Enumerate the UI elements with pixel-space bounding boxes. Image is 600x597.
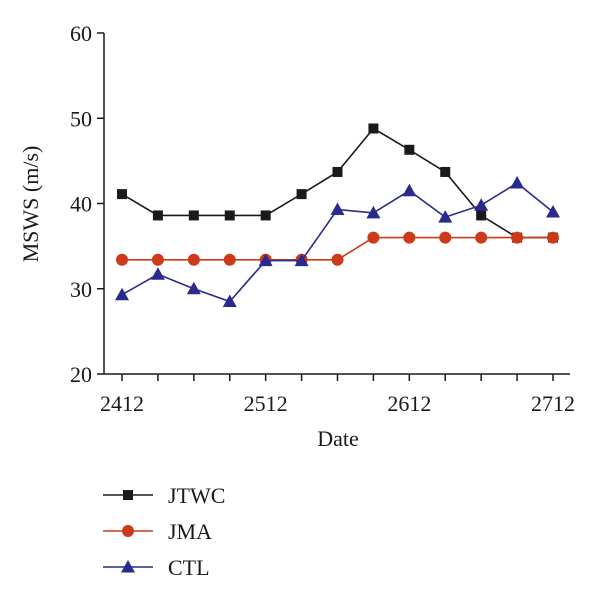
legend-item-jma: JMA (103, 519, 212, 544)
data-point-ctl (294, 253, 309, 267)
legend-marker-jtwc (123, 490, 133, 500)
series-ctl (115, 176, 560, 308)
data-point-jtwc (224, 210, 235, 221)
legend-marker-jma (122, 525, 134, 537)
x-tick-label: 2412 (100, 391, 144, 416)
data-point-ctl (150, 267, 165, 280)
data-point-jma (116, 253, 128, 266)
legend-label-jma: JMA (168, 519, 212, 544)
data-point-ctl (115, 287, 129, 301)
y-tick-label: 50 (70, 106, 92, 131)
y-axis-ticks: 20 30 40 50 60 (70, 21, 104, 387)
data-point-jtwc (332, 166, 343, 177)
y-tick-label: 20 (70, 362, 92, 387)
legend-item-jtwc: JTWC (103, 483, 225, 508)
legend-label-ctl: CTL (168, 555, 210, 580)
data-point-ctl (474, 198, 489, 211)
series-layer (115, 123, 560, 308)
data-point-jtwc (368, 123, 379, 134)
y-tick-label: 40 (70, 192, 92, 217)
data-point-jtwc (117, 189, 127, 200)
data-point-jma (439, 231, 452, 244)
y-axis-label: MSWS (m/s) (18, 146, 43, 263)
data-point-jma (403, 231, 416, 244)
data-point-ctl (222, 294, 237, 308)
series-jtwc (117, 123, 558, 243)
data-point-jma (151, 253, 164, 266)
data-point-jtwc (476, 210, 487, 221)
x-tick-label: 2712 (531, 391, 575, 416)
data-point-ctl (330, 202, 345, 215)
data-point-jma (511, 231, 524, 244)
data-point-jma (367, 231, 380, 244)
data-point-jtwc (440, 166, 451, 177)
data-point-jma (187, 253, 200, 266)
data-point-jtwc (152, 210, 163, 221)
data-point-jtwc (296, 189, 307, 200)
data-point-ctl (438, 210, 453, 223)
x-tick-label: 2612 (387, 391, 431, 416)
data-point-jtwc (404, 144, 415, 155)
data-point-ctl (510, 176, 525, 189)
x-axis-ticks: 2412 2512 2612 2712 (100, 374, 575, 416)
legend-item-ctl: CTL (103, 555, 210, 580)
data-point-ctl (366, 205, 381, 219)
x-tick-label: 2512 (244, 391, 288, 416)
data-point-jtwc (188, 210, 199, 221)
data-point-ctl (186, 281, 201, 295)
plot-area: 20 30 40 50 60 2412 2512 2612 2712 (70, 21, 575, 416)
data-point-jma (475, 231, 488, 244)
series-jma (116, 231, 559, 266)
data-point-jma (331, 253, 344, 266)
legend: JTWC JMA CTL (103, 483, 225, 580)
data-point-jma (547, 231, 559, 244)
series-line-ctl (121, 182, 554, 303)
data-point-ctl (546, 205, 560, 218)
data-point-jtwc (260, 210, 271, 221)
data-point-ctl (258, 253, 273, 267)
series-line-jtwc (121, 127, 553, 239)
x-axis-label: Date (317, 426, 359, 451)
y-tick-label: 60 (70, 21, 92, 46)
legend-marker-ctl (121, 560, 135, 573)
data-point-ctl (402, 183, 417, 197)
y-tick-label: 30 (70, 277, 92, 302)
data-point-jma (223, 253, 236, 266)
legend-label-jtwc: JTWC (168, 483, 225, 508)
